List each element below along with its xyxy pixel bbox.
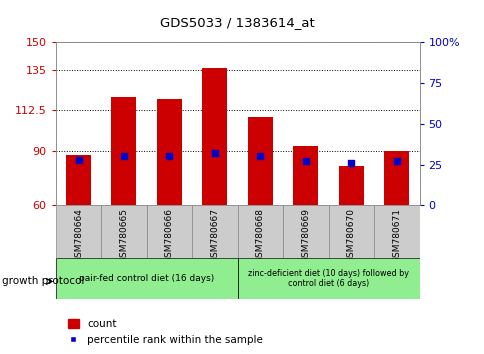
- Bar: [111, 97, 136, 205]
- Text: GSM780669: GSM780669: [301, 208, 310, 263]
- Text: GSM780671: GSM780671: [392, 208, 400, 263]
- Point: [120, 154, 128, 159]
- Bar: [383, 151, 408, 205]
- Bar: [338, 166, 363, 205]
- Point: [302, 159, 309, 164]
- Text: GSM780664: GSM780664: [74, 208, 83, 263]
- Point: [165, 154, 173, 159]
- Text: zinc-deficient diet (10 days) followed by
control diet (6 days): zinc-deficient diet (10 days) followed b…: [248, 269, 408, 289]
- Text: GSM780666: GSM780666: [165, 208, 174, 263]
- Bar: [56, 258, 237, 299]
- Bar: [146, 205, 192, 258]
- Bar: [237, 205, 283, 258]
- Text: GSM780670: GSM780670: [346, 208, 355, 263]
- Point: [211, 150, 218, 156]
- Bar: [328, 205, 373, 258]
- Bar: [283, 205, 328, 258]
- Text: GSM780665: GSM780665: [119, 208, 128, 263]
- Point: [347, 160, 354, 166]
- Text: GDS5033 / 1383614_at: GDS5033 / 1383614_at: [160, 16, 315, 29]
- Bar: [373, 205, 419, 258]
- Text: GSM780668: GSM780668: [256, 208, 264, 263]
- Point: [392, 159, 400, 164]
- Bar: [293, 145, 318, 205]
- Bar: [237, 258, 419, 299]
- Legend: count, percentile rank within the sample: count, percentile rank within the sample: [68, 319, 262, 344]
- Bar: [101, 205, 146, 258]
- Point: [256, 154, 264, 159]
- Bar: [157, 98, 182, 205]
- Bar: [56, 205, 101, 258]
- Text: GSM780667: GSM780667: [210, 208, 219, 263]
- Bar: [247, 117, 272, 205]
- Bar: [202, 68, 227, 205]
- Text: growth protocol: growth protocol: [2, 276, 85, 286]
- Text: pair-fed control diet (16 days): pair-fed control diet (16 days): [79, 274, 214, 283]
- Bar: [192, 205, 237, 258]
- Point: [75, 157, 82, 162]
- Bar: [66, 155, 91, 205]
